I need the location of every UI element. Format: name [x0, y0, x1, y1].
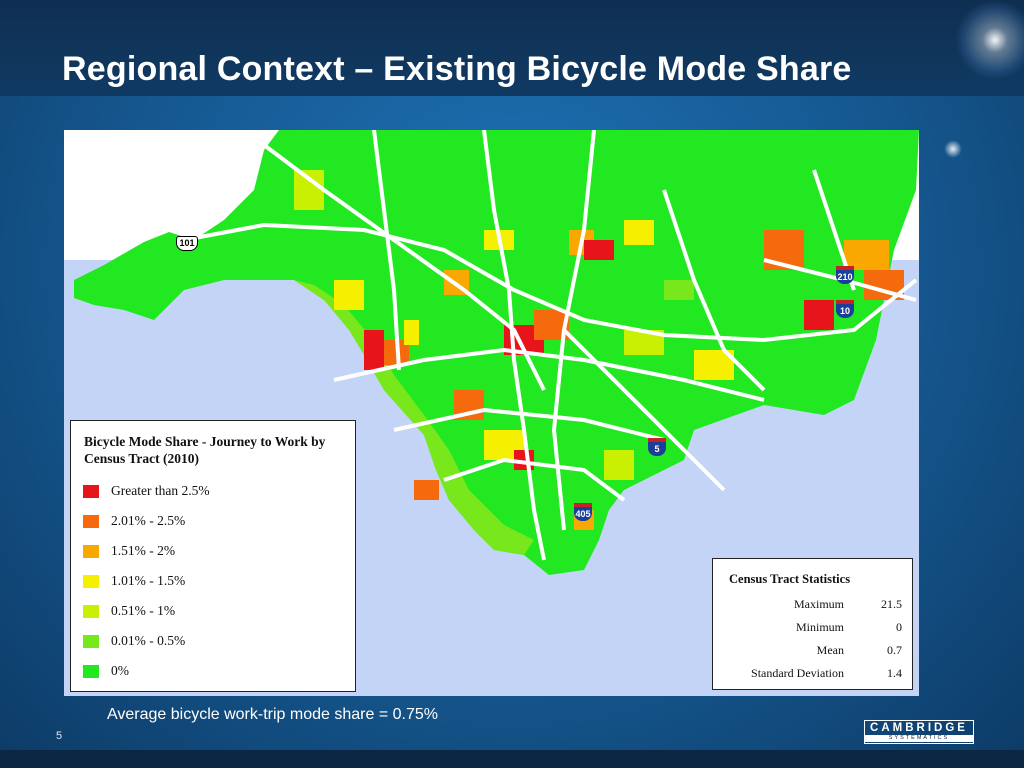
legend-item: 0.51% - 1% [83, 602, 175, 620]
legend-item: 0% [83, 662, 129, 680]
census-tract-statistics: Census Tract Statistics Maximum 21.5 Min… [712, 558, 913, 690]
legend-label: 1.51% - 2% [111, 543, 176, 558]
legend-label: 2.01% - 2.5% [111, 513, 186, 528]
stat-value: 21.5 [881, 597, 902, 611]
legend-label: Greater than 2.5% [111, 483, 210, 498]
lens-flare-spark [944, 140, 962, 158]
legend-swatch [83, 574, 99, 588]
legend-label: 0.01% - 0.5% [111, 633, 186, 648]
legend-swatch [83, 604, 99, 618]
legend-item: 1.51% - 2% [83, 542, 175, 560]
legend-label: 0.51% - 1% [111, 603, 176, 618]
stat-label: Mean [816, 643, 844, 657]
title-bar [0, 0, 1024, 96]
legend-swatch [83, 514, 99, 528]
stats-title: Census Tract Statistics [729, 572, 851, 586]
mode-share-caption: Average bicycle work-trip mode share = 0… [107, 706, 438, 723]
map-legend: Bicycle Mode Share - Journey to Work by … [70, 420, 356, 692]
i-210-shield: 210 [836, 266, 854, 284]
legend-item: 0.01% - 0.5% [83, 632, 185, 650]
legend-item: 2.01% - 2.5% [83, 512, 185, 530]
legend-swatch [83, 484, 99, 498]
legend-label: 0% [111, 663, 129, 678]
legend-swatch [83, 634, 99, 648]
legend-title: Bicycle Mode Share - Journey to Work by … [84, 434, 326, 466]
legend-item: 1.01% - 1.5% [83, 572, 185, 590]
legend-item: Greater than 2.5% [83, 482, 210, 500]
stat-value: 0 [896, 620, 902, 634]
stat-row: Maximum 21.5 [713, 597, 914, 613]
legend-swatch [83, 544, 99, 558]
stat-row: Mean 0.7 [713, 643, 914, 659]
logo-sub: SYSTEMATICS [865, 735, 973, 742]
i-10-shield: 10 [836, 300, 854, 318]
slide-title: Regional Context – Existing Bicycle Mode… [62, 50, 852, 88]
stat-label: Maximum [794, 597, 844, 611]
stat-value: 0.7 [887, 643, 902, 657]
logo-name: CAMBRIDGE [870, 722, 968, 734]
i-5-shield: 5 [648, 438, 666, 456]
stat-value: 1.4 [887, 666, 902, 680]
coastal-band [294, 280, 534, 555]
cambridge-systematics-logo: CAMBRIDGE SYSTEMATICS [864, 720, 974, 744]
stat-row: Minimum 0 [713, 620, 914, 636]
us-101-shield: 101 [176, 236, 198, 251]
lens-flare-glow [955, 0, 1024, 80]
slide-number: 5 [56, 730, 63, 742]
legend-swatch [83, 664, 99, 678]
stat-label: Standard Deviation [751, 666, 844, 680]
legend-label: 1.01% - 1.5% [111, 573, 186, 588]
stat-label: Minimum [795, 620, 844, 634]
freeway-network [183, 130, 918, 561]
footer-bar [0, 750, 1024, 768]
i-405-shield: 405 [574, 503, 592, 521]
stat-row: Standard Deviation 1.4 [713, 666, 914, 682]
